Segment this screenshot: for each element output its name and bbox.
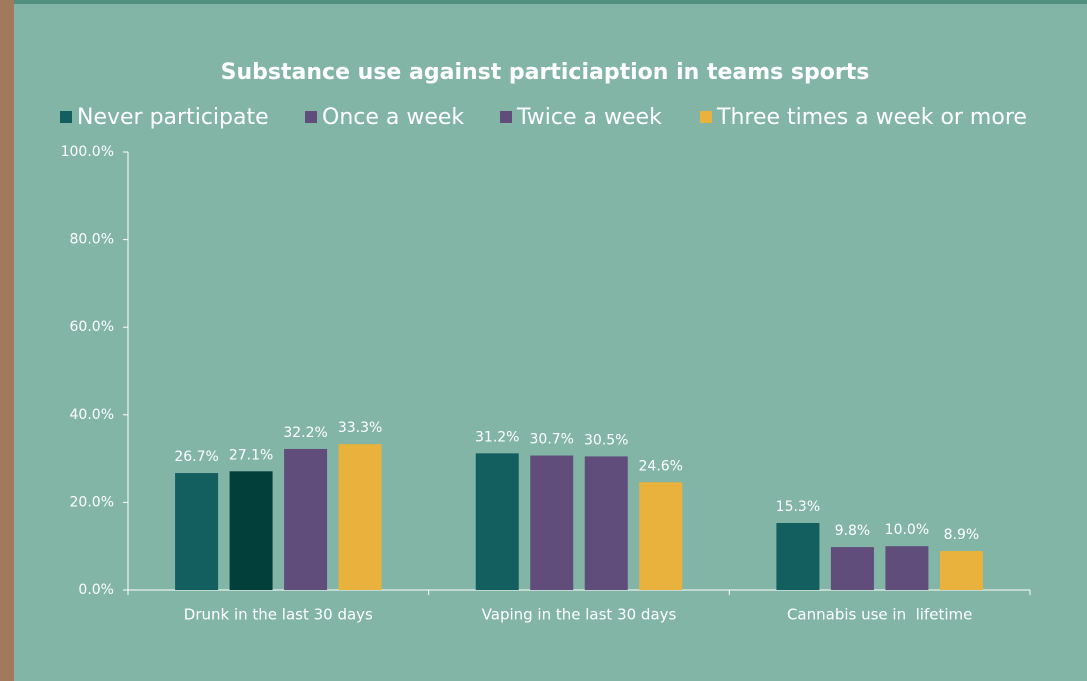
legend-label: Once a week: [322, 105, 464, 130]
bar: [639, 482, 683, 590]
legend-swatch: [700, 111, 712, 123]
bar: [530, 455, 574, 590]
value-label: 24.6%: [639, 458, 683, 474]
value-label: 32.2%: [283, 425, 327, 441]
bar: [776, 522, 820, 590]
y-tick-label: 20.0%: [70, 494, 114, 510]
y-tick-label: 100.0%: [61, 144, 114, 160]
legend-swatch: [305, 111, 317, 123]
bar: [939, 551, 983, 590]
legend-swatch: [60, 111, 72, 123]
x-tick-label: Drunk in the last 30 days: [184, 606, 373, 624]
x-tick-label: Vaping in the last 30 days: [482, 606, 677, 624]
top-strip: [0, 0, 1087, 4]
legend-label: Three times a week or more: [716, 105, 1027, 130]
y-tick-label: 0.0%: [78, 582, 114, 598]
value-label: 31.2%: [475, 429, 519, 445]
value-label: 30.5%: [584, 432, 628, 448]
value-label: 26.7%: [174, 449, 218, 465]
value-label: 27.1%: [229, 447, 273, 463]
value-label: 15.3%: [776, 499, 820, 515]
x-tick-label: Cannabis use in lifetime: [787, 606, 972, 624]
bar: [885, 546, 929, 590]
bar: [338, 444, 382, 590]
value-label: 30.7%: [530, 432, 574, 448]
legend-label: Twice a week: [516, 105, 662, 130]
y-tick-label: 80.0%: [70, 232, 114, 248]
chart-title: Substance use against particiaption in t…: [221, 60, 870, 85]
legend-swatch: [500, 111, 512, 123]
value-label: 9.8%: [835, 523, 871, 539]
bar: [175, 473, 219, 590]
value-label: 10.0%: [885, 522, 929, 538]
side-photo: [0, 0, 14, 681]
value-label: 33.3%: [338, 420, 382, 436]
bar: [584, 456, 628, 590]
value-label: 8.9%: [944, 527, 980, 543]
legend-label: Never participate: [77, 105, 269, 130]
y-tick-label: 60.0%: [70, 319, 114, 335]
bar: [229, 471, 273, 590]
bar: [284, 448, 328, 590]
y-tick-label: 40.0%: [70, 407, 114, 423]
bar: [830, 547, 874, 590]
bar: [475, 453, 519, 590]
